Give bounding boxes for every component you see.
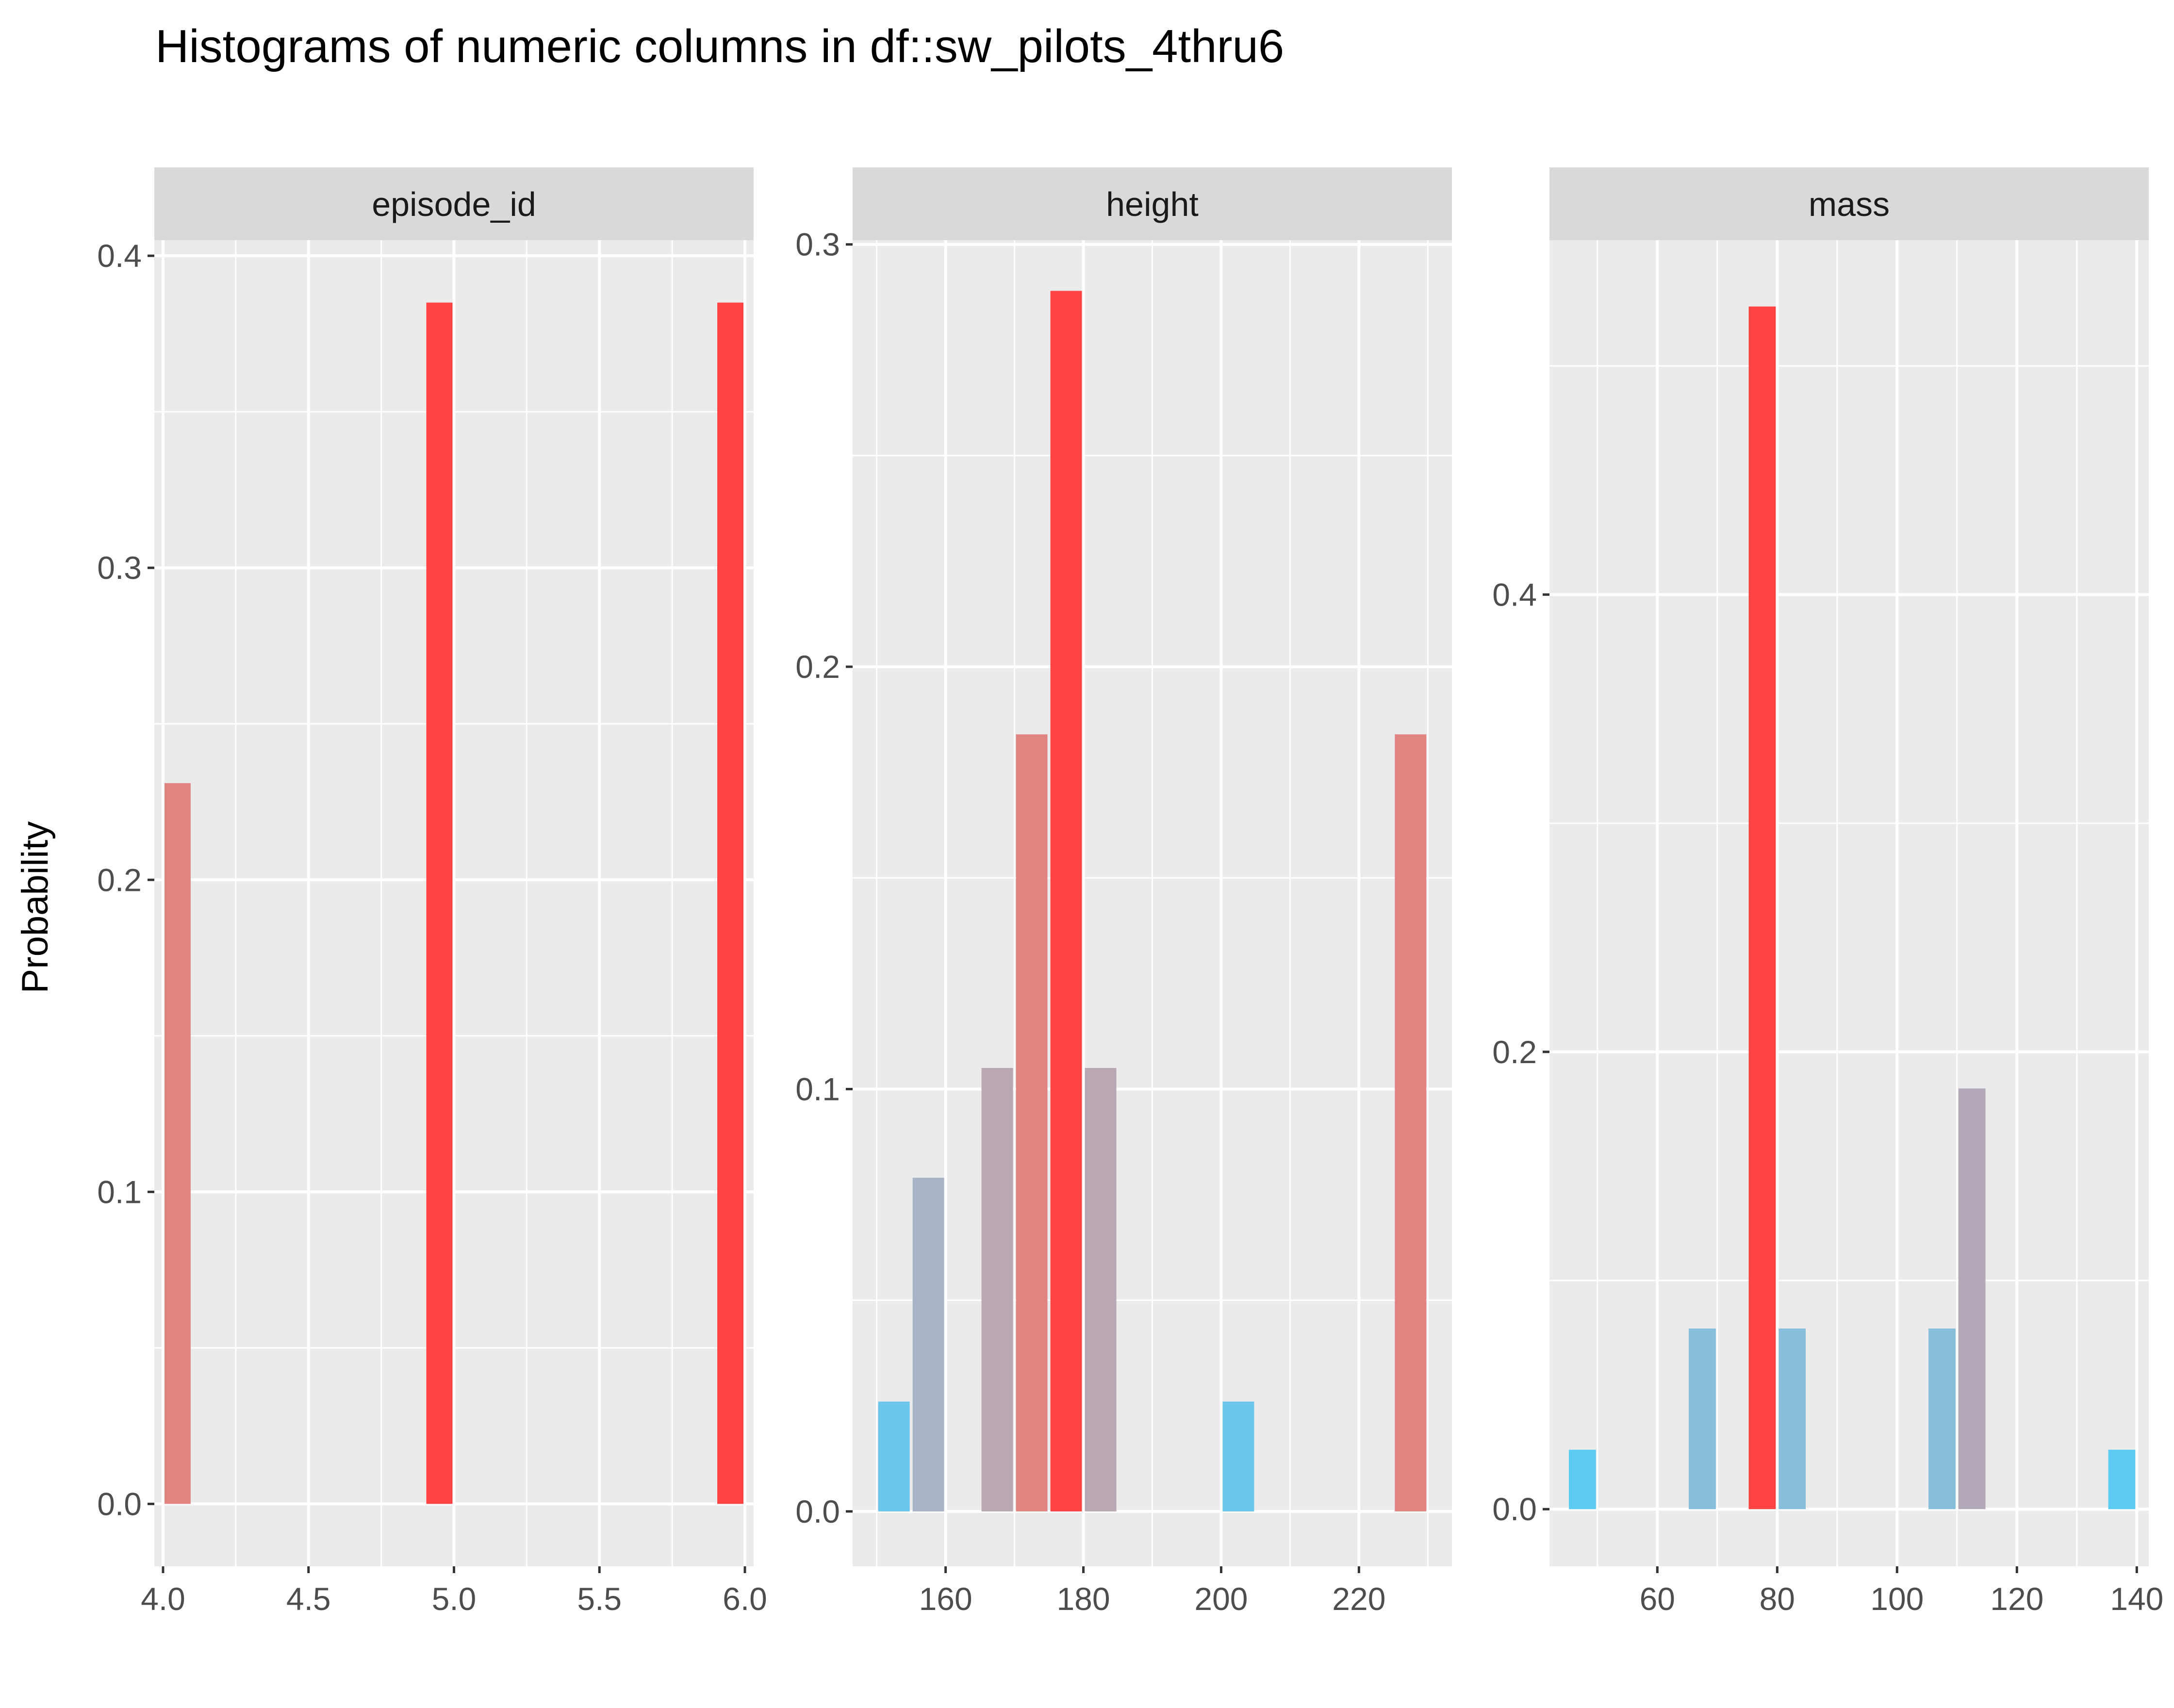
panel-3-x-tick-label: 80 bbox=[1760, 1581, 1795, 1617]
panel-3-x-tick-label: 140 bbox=[2110, 1581, 2163, 1617]
panel-2-bar-4 bbox=[1016, 734, 1048, 1511]
panel-1-x-tick-label: 5.5 bbox=[577, 1581, 622, 1617]
panel-1-strip-label: episode_id bbox=[372, 185, 536, 223]
panel-1-bar-2 bbox=[426, 302, 453, 1504]
panel-1-x-tick-label: 5.0 bbox=[432, 1581, 477, 1617]
panel-3-strip-label: mass bbox=[1809, 185, 1890, 223]
panel-2-y-tick-label: 0.0 bbox=[795, 1494, 840, 1529]
panel-1-y-tick-label: 0.4 bbox=[97, 238, 142, 274]
panel-2-x-tick-label: 220 bbox=[1332, 1581, 1385, 1617]
chart-title: Histograms of numeric columns in df::sw_… bbox=[155, 20, 1284, 72]
panel-3-bar-6 bbox=[1958, 1088, 1986, 1510]
panel-3-x-tick-label: 60 bbox=[1640, 1581, 1675, 1617]
panel-2-bar-2 bbox=[912, 1178, 944, 1511]
panel-2-bar-7 bbox=[1222, 1401, 1254, 1511]
y-axis-label: Probability bbox=[15, 821, 56, 994]
panel-3: mass 0.0 0.2 0.4 60 80 100 120 140 bbox=[1492, 167, 2163, 1617]
panel-1: episode_id 0.0 0.1 0.2 0.3 0.4 4.0 4.5 5.0 5.5 6.0 bbox=[97, 167, 767, 1617]
panel-3-bar-2 bbox=[1689, 1328, 1716, 1510]
panel-1-y-tick-label: 0.1 bbox=[97, 1174, 142, 1210]
panel-1-x-tick-label: 4.0 bbox=[141, 1581, 185, 1617]
panel-1-strip bbox=[154, 167, 754, 240]
panel-3-x-tick-label: 120 bbox=[1990, 1581, 2043, 1617]
panel-3-background bbox=[1549, 240, 2149, 1566]
panel-3-bar-1 bbox=[1569, 1449, 1596, 1510]
panel-2-bar-3 bbox=[981, 1068, 1013, 1511]
panel-1-x-tick-label: 6.0 bbox=[723, 1581, 767, 1617]
panel-2-x-tick-label: 200 bbox=[1194, 1581, 1248, 1617]
panel-3-bar-5 bbox=[1928, 1328, 1956, 1510]
panel-3-y-tick-label: 0.0 bbox=[1492, 1491, 1537, 1527]
panel-3-bar-3 bbox=[1748, 306, 1776, 1510]
panel-2-bar-1 bbox=[878, 1401, 910, 1511]
panel-3-strip bbox=[1549, 167, 2149, 240]
panel-2-bar-8 bbox=[1395, 734, 1427, 1511]
panel-1-y-tick-label: 0.3 bbox=[97, 550, 142, 586]
panel-1-x-tick-label: 4.5 bbox=[286, 1581, 331, 1617]
panel-2-strip-label: height bbox=[1106, 185, 1199, 223]
panel-3-bar-7 bbox=[2108, 1449, 2136, 1510]
panel-2-bar-5 bbox=[1050, 291, 1082, 1511]
panel-1-bar-1 bbox=[164, 783, 191, 1504]
panel-2-bar-6 bbox=[1085, 1068, 1117, 1511]
panel-3-bar-4 bbox=[1779, 1328, 1806, 1510]
panel-3-y-tick-label: 0.2 bbox=[1492, 1034, 1537, 1070]
panel-2-x-tick-label: 160 bbox=[919, 1581, 972, 1617]
panel-3-y-tick-label: 0.4 bbox=[1492, 576, 1537, 612]
panel-1-y-tick-label: 0.0 bbox=[97, 1486, 142, 1522]
facet-panels: episode_id 0.0 0.1 0.2 0.3 0.4 4.0 4.5 5.0 5.5 6.0… bbox=[97, 167, 2163, 1617]
panel-2-strip bbox=[853, 167, 1452, 240]
panel-2-y-tick-label: 0.2 bbox=[795, 649, 840, 685]
panel-2: height 0.0 0.1 0.2 0.3 160 180 200 220 bbox=[795, 167, 1452, 1617]
panel-2-y-tick-label: 0.3 bbox=[795, 227, 840, 263]
panel-2-x-tick-label: 180 bbox=[1056, 1581, 1110, 1617]
panel-3-x-tick-label: 100 bbox=[1870, 1581, 1924, 1617]
panel-1-y-tick-label: 0.2 bbox=[97, 862, 142, 898]
panel-1-bar-3 bbox=[717, 302, 744, 1504]
panel-2-y-tick-label: 0.1 bbox=[795, 1071, 840, 1107]
